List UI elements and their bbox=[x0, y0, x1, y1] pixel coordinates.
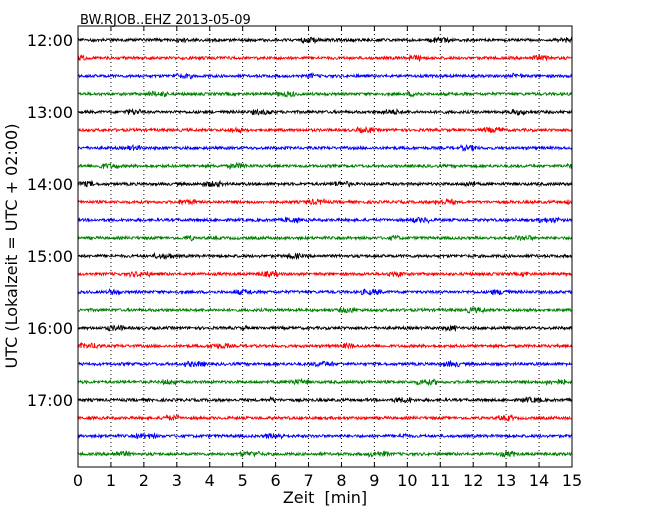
trace-1230 bbox=[77, 72, 573, 80]
x-tick-label: 10 bbox=[397, 471, 417, 490]
y-axis: 12:00 13:00 14:00 15:00 16:00 17:00 bbox=[27, 31, 572, 410]
trace-1415 bbox=[77, 198, 573, 206]
x-axis: 0 1 2 3 4 5 6 7 8 9 10 11 12 13 14 15 bbox=[73, 26, 582, 490]
x-tick-label: 2 bbox=[139, 471, 149, 490]
trace-1245 bbox=[77, 90, 573, 99]
trace-1315 bbox=[77, 125, 573, 134]
x-tick-label: 15 bbox=[562, 471, 582, 490]
y-axis-label: UTC (Lokalzeit = UTC + 02:00) bbox=[2, 124, 21, 369]
plot-frame bbox=[77, 25, 573, 468]
trace-1515 bbox=[77, 270, 573, 279]
trace-1615 bbox=[77, 341, 573, 350]
trace-1200 bbox=[77, 36, 573, 45]
trace-1700 bbox=[77, 395, 573, 404]
y-tick-label: 16:00 bbox=[27, 319, 73, 338]
trace-1745 bbox=[77, 450, 573, 458]
x-tick-label: 3 bbox=[172, 471, 182, 490]
x-tick-label: 11 bbox=[430, 471, 450, 490]
x-tick-label: 9 bbox=[369, 471, 379, 490]
grid-lines bbox=[110, 26, 540, 467]
x-tick-label: 8 bbox=[336, 471, 346, 490]
y-tick-label: 14:00 bbox=[27, 175, 73, 194]
y-tick-label: 17:00 bbox=[27, 391, 73, 410]
trace-1445 bbox=[77, 234, 573, 242]
trace-1715 bbox=[77, 413, 573, 422]
traces-layer bbox=[77, 36, 573, 458]
chart-title: BW.RJOB..EHZ 2013-05-09 bbox=[80, 13, 251, 28]
trace-1430 bbox=[77, 216, 573, 225]
x-axis-label: Zeit [min] bbox=[283, 488, 367, 507]
x-tick-label: 5 bbox=[238, 471, 248, 490]
trace-1330 bbox=[77, 143, 573, 152]
trace-1500 bbox=[77, 251, 573, 261]
trace-1545 bbox=[77, 306, 573, 315]
trace-1300 bbox=[77, 107, 573, 117]
y-tick-label: 15:00 bbox=[27, 247, 73, 266]
x-tick-label: 0 bbox=[73, 471, 83, 490]
trace-1600 bbox=[77, 324, 573, 333]
x-tick-label: 13 bbox=[496, 471, 516, 490]
trace-1215 bbox=[77, 53, 573, 63]
trace-1530 bbox=[77, 287, 573, 296]
y-tick-label: 13:00 bbox=[27, 103, 73, 122]
x-tick-label: 7 bbox=[303, 471, 313, 490]
x-tick-label: 14 bbox=[529, 471, 549, 490]
trace-1345 bbox=[77, 161, 573, 171]
x-tick-label: 1 bbox=[106, 471, 116, 490]
x-tick-label: 4 bbox=[205, 471, 215, 490]
trace-1630 bbox=[77, 359, 573, 368]
x-tick-label: 6 bbox=[271, 471, 281, 490]
trace-1730 bbox=[77, 431, 573, 440]
trace-1645 bbox=[77, 377, 573, 387]
y-tick-label: 12:00 bbox=[27, 31, 73, 50]
x-tick-label: 12 bbox=[463, 471, 483, 490]
trace-1400 bbox=[77, 179, 573, 188]
